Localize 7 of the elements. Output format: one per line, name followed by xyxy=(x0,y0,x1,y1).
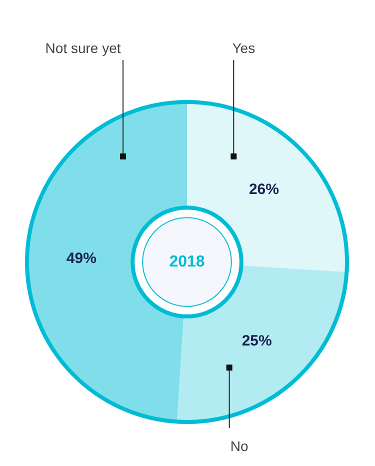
data-label: 26% xyxy=(248,180,279,198)
slice-label: No xyxy=(230,438,248,454)
text: 2018 xyxy=(169,253,205,270)
slice-label: Yes xyxy=(232,40,256,56)
slice-label: Not sure yet xyxy=(45,40,121,56)
data-label: 49% xyxy=(66,250,96,267)
data-label: 25% xyxy=(242,332,272,350)
